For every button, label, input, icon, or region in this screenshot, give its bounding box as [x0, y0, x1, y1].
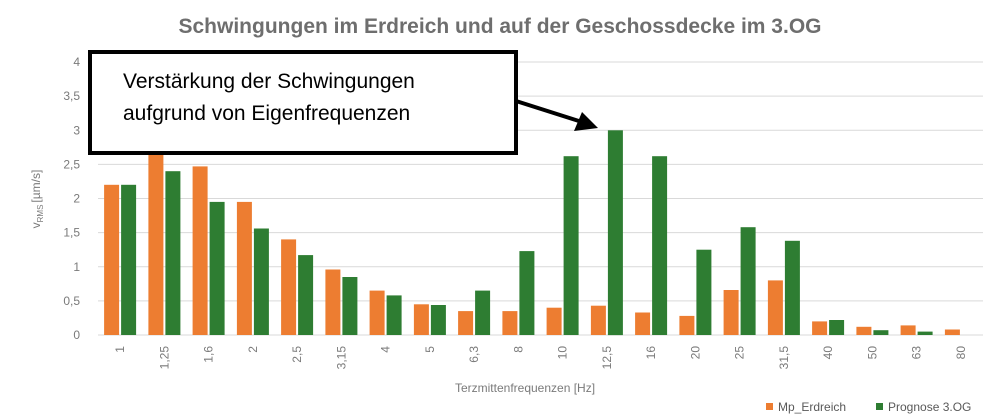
bar-mp-erdreich-40 — [812, 321, 828, 335]
x-tick-label: 50 — [865, 346, 879, 360]
bar-prognose-10 — [563, 156, 579, 335]
x-tick-label: 80 — [954, 346, 968, 360]
bar-mp-erdreich-1,25 — [148, 150, 164, 335]
bar-mp-erdreich-1,6 — [192, 166, 208, 335]
legend-label-prognose: Prognose 3.OG — [888, 400, 971, 414]
x-tick-label: 6,3 — [467, 346, 481, 363]
x-tick-label: 10 — [556, 346, 570, 360]
bar-mp-erdreich-10 — [546, 307, 562, 335]
x-tick-label: 3,15 — [334, 346, 348, 370]
y-axis-label: vRMS[µm/s] — [29, 170, 45, 229]
y-tick-label: 3 — [73, 123, 80, 137]
y-tick-label: 3,5 — [63, 89, 80, 103]
x-tick-label: 63 — [910, 346, 924, 360]
bar-mp-erdreich-8 — [502, 311, 518, 335]
y-tick-label: 0,5 — [63, 294, 80, 308]
bar-prognose-63 — [917, 331, 933, 335]
bar-mp-erdreich-25 — [723, 290, 739, 335]
annotation-line-1: Verstärkung der Schwingungen — [123, 70, 415, 93]
bar-mp-erdreich-4 — [369, 290, 385, 335]
y-tick-label: 2 — [73, 192, 80, 206]
x-tick-label: 20 — [688, 346, 702, 360]
bar-prognose-4 — [386, 295, 402, 335]
bar-mp-erdreich-2 — [236, 201, 252, 335]
x-tick-label: 16 — [644, 346, 658, 360]
x-tick-label: 1,25 — [157, 346, 171, 370]
bar-mp-erdreich-3,15 — [325, 269, 341, 335]
y-tick-label: 2,5 — [63, 157, 80, 171]
annotation-arrow-line — [515, 99, 583, 124]
x-axis-label: Terzmittenfrequenzen [Hz] — [455, 381, 595, 395]
y-tick-label: 0 — [73, 328, 80, 342]
bar-prognose-2 — [253, 228, 269, 335]
annotation-arrow-head — [574, 112, 598, 131]
bar-mp-erdreich-12,5 — [590, 305, 606, 335]
x-tick-label: 4 — [379, 346, 393, 353]
annotation-line-2: aufgrund von Eigenfrequenzen — [123, 102, 410, 125]
x-axis-ticks: 1 1,25 1,6 2 2,5 3,15 4 5 6,3 8 10 12,5 16 20 25 31,5 40… — [113, 346, 968, 370]
bar-mp-erdreich-80 — [944, 329, 960, 335]
bar-mp-erdreich-6,3 — [458, 311, 474, 335]
bar-prognose-6,3 — [475, 290, 491, 335]
bar-prognose-31,5 — [784, 240, 800, 335]
bar-mp-erdreich-16 — [635, 312, 651, 335]
x-tick-label: 12,5 — [600, 346, 614, 370]
bar-prognose-1 — [121, 184, 137, 335]
legend: Mp_Erdreich Prognose 3.OG — [766, 400, 971, 414]
bar-prognose-2,5 — [298, 255, 314, 335]
x-tick-label: 1 — [113, 346, 127, 353]
bar-prognose-3,15 — [342, 277, 358, 335]
y-tick-label: 4 — [73, 55, 80, 69]
bar-prognose-40 — [829, 320, 845, 335]
x-tick-label: 40 — [821, 346, 835, 360]
annotation-callout: Verstärkung der Schwingungen aufgrund vo… — [88, 50, 598, 155]
legend-label-mp-erdreich: Mp_Erdreich — [778, 400, 846, 414]
bar-prognose-12,5 — [607, 130, 623, 336]
bar-mp-erdreich-63 — [900, 325, 916, 335]
x-tick-label: 8 — [511, 346, 525, 353]
x-tick-label: 5 — [423, 346, 437, 353]
bar-prognose-16 — [652, 156, 668, 335]
bar-prognose-50 — [873, 330, 889, 335]
x-tick-label: 1,6 — [202, 346, 216, 363]
bar-prognose-8 — [519, 251, 535, 335]
x-tick-label: 31,5 — [777, 346, 791, 370]
bar-prognose-5 — [430, 305, 446, 335]
bar-prognose-1,6 — [209, 201, 225, 335]
x-tick-label: 25 — [733, 346, 747, 360]
bar-prognose-1,25 — [165, 171, 181, 335]
chart-title: Schwingungen im Erdreich und auf der Ges… — [179, 15, 822, 38]
bar-mp-erdreich-50 — [856, 326, 872, 335]
x-tick-label: 2 — [246, 346, 260, 353]
y-axis-ticks: 0 0,5 1 1,5 2 2,5 3 3,5 4 — [63, 55, 80, 342]
legend-swatch-mp-erdreich — [766, 403, 773, 410]
bar-prognose-20 — [696, 249, 712, 335]
bar-mp-erdreich-1 — [104, 184, 120, 335]
bar-mp-erdreich-31,5 — [767, 280, 783, 335]
y-tick-label: 1 — [73, 260, 80, 274]
y-tick-label: 1,5 — [63, 226, 80, 240]
x-tick-label: 2,5 — [290, 346, 304, 363]
bar-prognose-25 — [740, 227, 756, 335]
bar-mp-erdreich-2,5 — [281, 239, 297, 335]
bars — [104, 130, 960, 336]
annotation-box — [88, 50, 518, 155]
bar-mp-erdreich-5 — [413, 304, 429, 335]
bar-mp-erdreich-20 — [679, 315, 695, 335]
legend-swatch-prognose — [876, 403, 883, 410]
